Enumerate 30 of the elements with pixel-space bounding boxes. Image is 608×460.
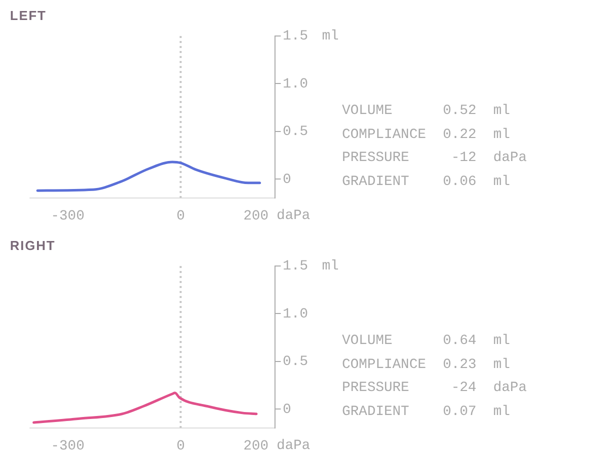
y-axis-title: ml [322,258,339,275]
text: VOLUME 0.64 ml [342,333,510,349]
text: COMPLIANCE 0.23 ml [342,356,510,372]
x-tick-label: -300 [50,438,84,454]
text: COMPLIANCE 0.22 ml [342,126,510,142]
y-tick-label: 1.0 [282,76,308,92]
x-tick-label: 0 [176,438,185,454]
text: GRADIENT 0.07 ml [342,404,510,420]
x-axis-title: daPa [276,208,310,224]
y-tick-label: 0 [282,172,292,188]
x-tick-label: 200 [243,438,269,454]
chart-title: RIGHT [10,238,56,253]
y-tick-label: 1.0 [282,306,308,322]
x-axis-title: daPa [276,438,310,454]
text: PRESSURE -12 daPa [342,150,527,166]
y-tick-label: 0.5 [282,354,308,370]
y-tick-label: 0 [282,402,292,418]
y-axis-title: ml [322,28,339,45]
chart-title: LEFT [10,8,46,23]
text: GRADIENT 0.06 ml [342,174,510,190]
x-tick-label: 200 [243,208,269,224]
text: PRESSURE -24 daPa [342,380,527,396]
y-tick-label: 1.5 [282,28,308,45]
x-tick-label: -300 [50,208,84,224]
y-tick-label: 1.5 [282,258,308,275]
line-series [36,160,261,192]
text: VOLUME 0.52 ml [342,103,510,119]
line-series [32,392,258,424]
x-tick-label: 0 [176,208,185,224]
y-tick-label: 0.5 [282,124,308,140]
